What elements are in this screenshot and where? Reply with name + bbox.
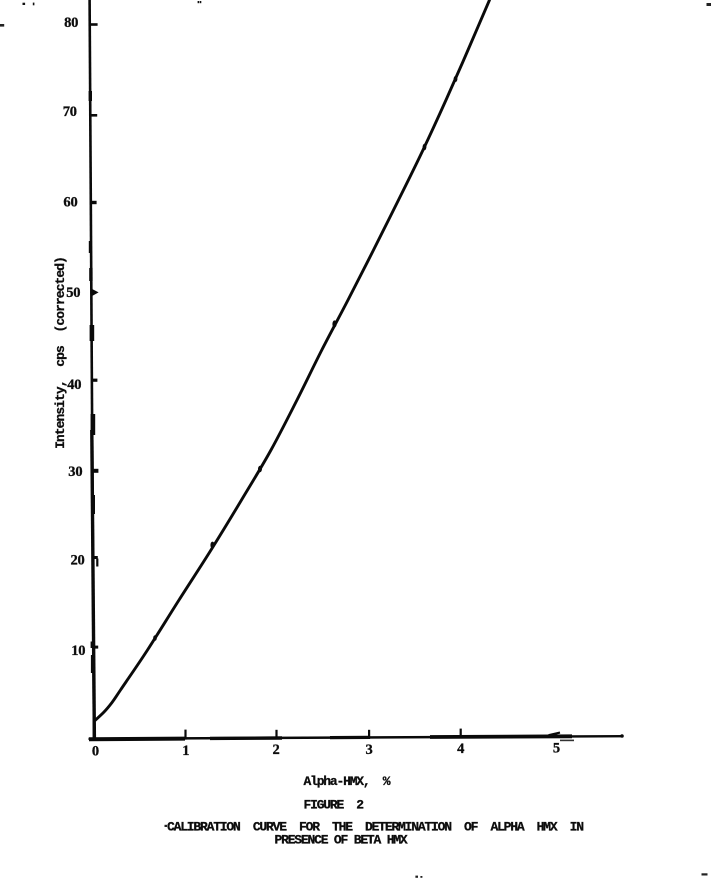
svg-text:FIGURE 2: FIGURE 2 bbox=[304, 797, 365, 812]
svg-text:3: 3 bbox=[365, 742, 372, 758]
svg-text:CALIBRATION CURVE FOR THE: CALIBRATION CURVE FOR THE DETERMINATION … bbox=[167, 820, 583, 835]
svg-text:20: 20 bbox=[70, 552, 84, 568]
svg-text:4: 4 bbox=[457, 741, 464, 757]
svg-text:10: 10 bbox=[71, 643, 85, 659]
svg-text:1: 1 bbox=[182, 743, 189, 759]
svg-text:Intensity, cps (corrected): Intensity, cps (corrected) bbox=[53, 257, 68, 449]
svg-text:30: 30 bbox=[68, 464, 82, 480]
svg-text:5: 5 bbox=[553, 740, 560, 756]
svg-text:0: 0 bbox=[92, 744, 99, 760]
svg-text:Alpha-HMX, %: Alpha-HMX, % bbox=[304, 774, 391, 789]
svg-text:PRESENCE OF BETA HMX: PRESENCE OF BETA HMX bbox=[275, 832, 408, 847]
svg-text:40: 40 bbox=[67, 377, 81, 393]
svg-text:80: 80 bbox=[64, 15, 78, 31]
svg-text:60: 60 bbox=[63, 194, 77, 210]
svg-text:50: 50 bbox=[66, 285, 80, 301]
svg-text:2: 2 bbox=[272, 742, 279, 758]
svg-text:70: 70 bbox=[63, 104, 77, 120]
